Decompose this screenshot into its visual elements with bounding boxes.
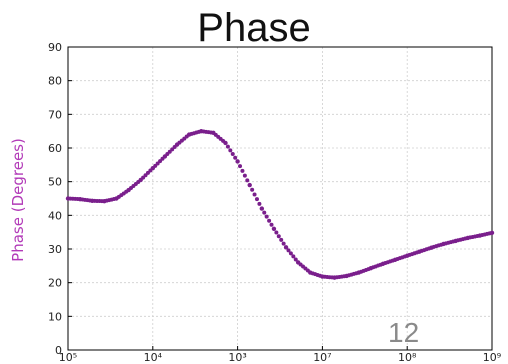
plot-frame: [67, 46, 493, 351]
data-point-interp: [228, 148, 233, 153]
data-point-interp: [252, 192, 257, 197]
data-point-interp: [172, 144, 177, 149]
y-tick-label: 40: [48, 209, 62, 222]
data-point-interp: [279, 237, 284, 242]
data-point-interp: [257, 201, 262, 206]
data-point: [271, 226, 277, 231]
data-point-interp: [233, 155, 238, 160]
y-tick-label: 80: [48, 75, 62, 88]
data-point-interp: [439, 242, 444, 247]
data-point-interp: [286, 248, 291, 253]
data-point-interp: [250, 187, 255, 192]
data-point-interp: [230, 152, 235, 157]
x-tick-label: 10⁸: [398, 351, 417, 364]
data-point-interp: [276, 234, 281, 239]
data-point-interp: [208, 130, 213, 135]
data-point-interp: [305, 268, 310, 273]
data-point-interp: [390, 258, 395, 263]
data-point-interp: [238, 164, 243, 169]
data-point: [259, 206, 265, 211]
y-tick-label: 60: [48, 142, 62, 155]
data-point: [283, 245, 289, 250]
y-tick-label: 90: [48, 41, 62, 54]
grid-lines: [68, 47, 492, 350]
data-point-interp: [463, 236, 468, 241]
data-point-interp: [225, 144, 230, 149]
data-point-interp: [487, 231, 492, 236]
y-tick-label: 0: [55, 344, 62, 357]
data-point-interp: [136, 180, 141, 184]
data-series: [65, 128, 495, 280]
data-point: [235, 159, 240, 164]
data-point-interp: [267, 218, 272, 223]
data-point-interp: [148, 168, 153, 173]
x-tick-label: 10⁹: [483, 351, 501, 364]
data-point-interp: [264, 214, 269, 219]
y-tick-label: 10: [48, 310, 62, 323]
data-point-interp: [317, 273, 322, 278]
data-point-interp: [293, 257, 298, 262]
data-point-interp: [99, 199, 104, 204]
data-point-interp: [475, 234, 480, 238]
data-point-interp: [269, 222, 274, 227]
x-tick-label: 10⁵: [59, 351, 77, 364]
data-point-interp: [281, 241, 286, 246]
data-point-interp: [240, 168, 245, 173]
data-point-interp: [330, 275, 335, 280]
data-point-interp: [245, 178, 250, 183]
data-point-interp: [112, 197, 117, 202]
data-point-interp: [427, 246, 432, 251]
data-point: [247, 182, 252, 188]
data-point-interp: [87, 198, 92, 203]
y-tick-label: 70: [48, 108, 62, 121]
data-point-interp: [288, 251, 293, 256]
data-point-interp: [378, 262, 383, 267]
data-point-interp: [221, 138, 226, 143]
x-tick-label: 10⁴: [144, 351, 163, 364]
data-point-interp: [75, 197, 80, 202]
slide-number: 12: [388, 317, 420, 348]
y-tick-label: 30: [48, 243, 62, 256]
data-point-interp: [160, 156, 165, 161]
y-tick-label: 20: [48, 277, 62, 290]
y-tick-label: 50: [48, 176, 62, 189]
x-tick-label: 10⁷: [313, 351, 331, 364]
data-point-interp: [402, 254, 407, 259]
data-point-interp: [354, 271, 359, 276]
y-axis-label: Phase (Degrees): [9, 138, 27, 262]
data-point-interp: [196, 129, 201, 134]
data-point-interp: [342, 274, 347, 279]
data-point-interp: [366, 267, 371, 272]
tick-labels: 0 10 20 30 40 50 60 70 80 90 10⁵ 10⁴ 10³ 10⁷ 10⁸ 10⁹: [48, 41, 501, 364]
data-point-interp: [274, 230, 279, 235]
data-point-interp: [414, 250, 419, 255]
data-point-interp: [451, 239, 456, 244]
data-point-interp: [124, 189, 129, 194]
x-tick-label: 10³: [228, 351, 246, 364]
data-point-interp: [262, 210, 267, 215]
chart-title: Phase: [197, 6, 311, 50]
data-point-interp: [184, 134, 189, 139]
data-point-interp: [254, 197, 259, 202]
data-point-interp: [242, 173, 247, 178]
data-point-interp: [291, 254, 296, 259]
tick-marks: [67, 46, 493, 351]
